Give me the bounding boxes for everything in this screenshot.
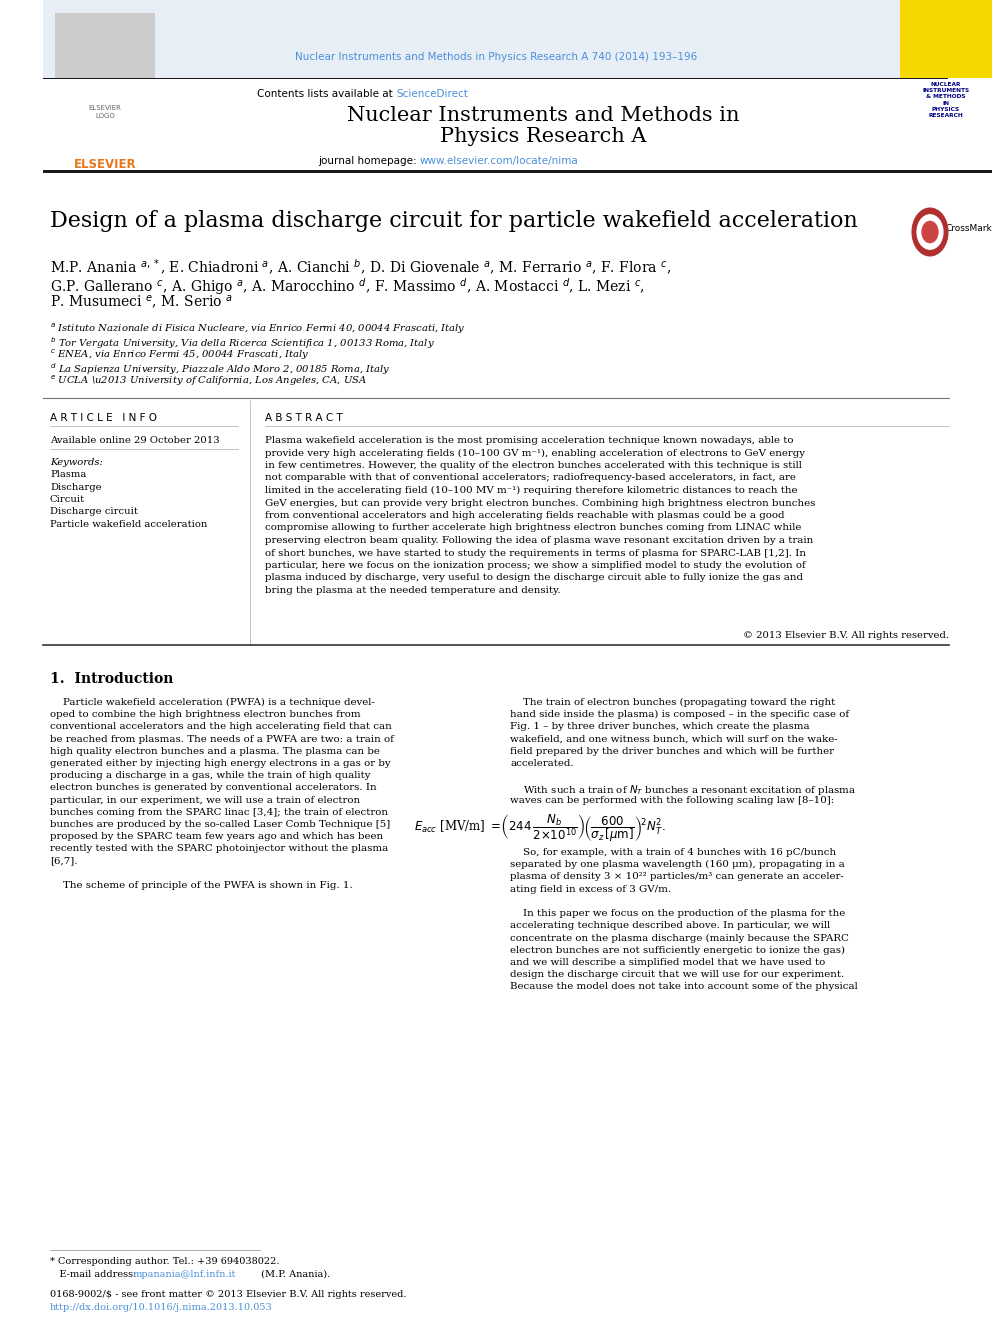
Text: bunches are produced by the so-called Laser Comb Technique [5]: bunches are produced by the so-called La… xyxy=(50,820,390,830)
Text: A B S T R A C T: A B S T R A C T xyxy=(265,413,343,423)
Text: A R T I C L E   I N F O: A R T I C L E I N F O xyxy=(50,413,157,423)
Text: Discharge: Discharge xyxy=(50,483,101,492)
Text: $^{d}$ La Sapienza University, Piazzale Aldo Moro 2, 00185 Roma, Italy: $^{d}$ La Sapienza University, Piazzale … xyxy=(50,361,391,377)
Text: generated either by injecting high energy electrons in a gas or by: generated either by injecting high energ… xyxy=(50,759,391,767)
Text: www.elsevier.com/locate/nima: www.elsevier.com/locate/nima xyxy=(420,156,578,165)
Text: oped to combine the high brightness electron bunches from: oped to combine the high brightness elec… xyxy=(50,710,361,720)
Text: © 2013 Elsevier B.V. All rights reserved.: © 2013 Elsevier B.V. All rights reserved… xyxy=(743,631,949,640)
Text: Nuclear Instruments and Methods in Physics Research A 740 (2014) 193–196: Nuclear Instruments and Methods in Physi… xyxy=(295,52,697,62)
Text: NUCLEAR
INSTRUMENTS
& METHODS
IN
PHYSICS
RESEARCH: NUCLEAR INSTRUMENTS & METHODS IN PHYSICS… xyxy=(923,82,969,118)
Text: Plasma: Plasma xyxy=(50,470,86,479)
Text: bunches coming from the SPARC linac [3,4]; the train of electron: bunches coming from the SPARC linac [3,4… xyxy=(50,808,388,816)
Text: particular, here we focus on the ionization process; we show a simplified model : particular, here we focus on the ionizat… xyxy=(265,561,806,570)
Text: So, for example, with a train of 4 bunches with 16 pC/bunch: So, for example, with a train of 4 bunch… xyxy=(510,848,836,857)
Text: ELSEVIER: ELSEVIER xyxy=(73,157,136,171)
Text: plasma induced by discharge, very useful to design the discharge circuit able to: plasma induced by discharge, very useful… xyxy=(265,573,803,582)
Text: producing a discharge in a gas, while the train of high quality: producing a discharge in a gas, while th… xyxy=(50,771,370,781)
Text: accelerated.: accelerated. xyxy=(510,759,573,767)
Text: high quality electron bunches and a plasma. The plasma can be: high quality electron bunches and a plas… xyxy=(50,746,380,755)
Text: * Corresponding author. Tel.: +39 694038022.: * Corresponding author. Tel.: +39 694038… xyxy=(50,1257,280,1266)
Text: $^{c}$ ENEA, via Enrico Fermi 45, 00044 Frascati, Italy: $^{c}$ ENEA, via Enrico Fermi 45, 00044 … xyxy=(50,348,310,363)
Text: Available online 29 October 2013: Available online 29 October 2013 xyxy=(50,437,219,445)
Text: http://dx.doi.org/10.1016/j.nima.2013.10.053: http://dx.doi.org/10.1016/j.nima.2013.10… xyxy=(50,1303,273,1312)
Text: M.P. Anania $^{a,*}$, E. Chiadroni $^{a}$, A. Cianchi $^{b}$, D. Di Giovenale $^: M.P. Anania $^{a,*}$, E. Chiadroni $^{a}… xyxy=(50,258,672,278)
Text: compromise allowing to further accelerate high brightness electron bunches comin: compromise allowing to further accelerat… xyxy=(265,524,802,532)
Text: concentrate on the plasma discharge (mainly because the SPARC: concentrate on the plasma discharge (mai… xyxy=(510,934,849,942)
Text: recently tested with the SPARC photoinjector without the plasma: recently tested with the SPARC photoinje… xyxy=(50,844,388,853)
Bar xyxy=(43,0,188,78)
Text: Plasma wakefield acceleration is the most promising acceleration technique known: Plasma wakefield acceleration is the mos… xyxy=(265,437,794,445)
Text: particular, in our experiment, we will use a train of electron: particular, in our experiment, we will u… xyxy=(50,795,360,804)
Text: [6,7].: [6,7]. xyxy=(50,856,77,865)
Text: Discharge circuit: Discharge circuit xyxy=(50,508,138,516)
Text: Circuit: Circuit xyxy=(50,495,85,504)
Text: Because the model does not take into account some of the physical: Because the model does not take into acc… xyxy=(510,982,858,991)
Text: GeV energies, but can provide very bright electron bunches. Combining high brigh: GeV energies, but can provide very brigh… xyxy=(265,499,815,508)
Text: P. Musumeci $^{e}$, M. Serio $^{a}$: P. Musumeci $^{e}$, M. Serio $^{a}$ xyxy=(50,294,233,311)
Text: and we will describe a simplified model that we have used to: and we will describe a simplified model … xyxy=(510,958,825,967)
Text: journal homepage:: journal homepage: xyxy=(318,156,420,165)
Text: Contents lists available at: Contents lists available at xyxy=(257,89,396,99)
Text: $^{b}$ Tor Vergata University, Via della Ricerca Scientifica 1, 00133 Roma, Ital: $^{b}$ Tor Vergata University, Via della… xyxy=(50,335,434,351)
Bar xyxy=(55,13,155,78)
Text: Physics Research A: Physics Research A xyxy=(439,127,646,146)
Text: $^{a}$ Istituto Nazionale di Fisica Nucleare, via Enrico Fermi 40, 00044 Frascat: $^{a}$ Istituto Nazionale di Fisica Nucl… xyxy=(50,321,465,336)
Text: separated by one plasma wavelength (160 μm), propagating in a: separated by one plasma wavelength (160 … xyxy=(510,860,845,869)
Bar xyxy=(43,169,992,173)
Text: CrossMark: CrossMark xyxy=(946,224,992,233)
Text: The train of electron bunches (propagating toward the right: The train of electron bunches (propagati… xyxy=(510,699,835,706)
Bar xyxy=(900,0,992,78)
Text: in few centimetres. However, the quality of the electron bunches accelerated wit: in few centimetres. However, the quality… xyxy=(265,460,802,470)
Text: waves can be performed with the following scaling law [8–10]:: waves can be performed with the followin… xyxy=(510,795,834,804)
Text: proposed by the SPARC team few years ago and which has been: proposed by the SPARC team few years ago… xyxy=(50,832,383,841)
Text: G.P. Gallerano $^{c}$, A. Ghigo $^{a}$, A. Marocchino $^{d}$, F. Massimo $^{d}$,: G.P. Gallerano $^{c}$, A. Ghigo $^{a}$, … xyxy=(50,277,645,296)
Text: In this paper we focus on the production of the plasma for the: In this paper we focus on the production… xyxy=(510,909,845,918)
Text: field prepared by the driver bunches and which will be further: field prepared by the driver bunches and… xyxy=(510,746,834,755)
Text: 0168-9002/$ - see front matter © 2013 Elsevier B.V. All rights reserved.: 0168-9002/$ - see front matter © 2013 El… xyxy=(50,1290,407,1299)
Text: accelerating technique described above. In particular, we will: accelerating technique described above. … xyxy=(510,921,830,930)
Text: ating field in excess of 3 GV/m.: ating field in excess of 3 GV/m. xyxy=(510,885,672,893)
Text: Particle wakefield acceleration (PWFA) is a technique devel-: Particle wakefield acceleration (PWFA) i… xyxy=(50,699,375,706)
Text: Nuclear Instruments and Methods in: Nuclear Instruments and Methods in xyxy=(347,106,739,124)
Text: Particle wakefield acceleration: Particle wakefield acceleration xyxy=(50,520,207,529)
Text: $^{e}$ UCLA \u2013 University of California, Los Angeles, CA, USA: $^{e}$ UCLA \u2013 University of Califor… xyxy=(50,374,367,389)
Text: (M.P. Anania).: (M.P. Anania). xyxy=(258,1270,330,1279)
Text: electron bunches is generated by conventional accelerators. In: electron bunches is generated by convent… xyxy=(50,783,377,792)
Text: Fig. 1 – by three driver bunches, which create the plasma: Fig. 1 – by three driver bunches, which … xyxy=(510,722,809,732)
Text: wakefield, and one witness bunch, which will surf on the wake-: wakefield, and one witness bunch, which … xyxy=(510,734,838,744)
Circle shape xyxy=(923,221,938,242)
Text: not comparable with that of conventional accelerators; radiofrequency-based acce: not comparable with that of conventional… xyxy=(265,474,796,483)
Text: design the discharge circuit that we will use for our experiment.: design the discharge circuit that we wil… xyxy=(510,970,844,979)
Text: plasma of density 3 × 10²² particles/m³ can generate an acceler-: plasma of density 3 × 10²² particles/m³ … xyxy=(510,872,844,881)
Text: Design of a plasma discharge circuit for particle wakefield acceleration: Design of a plasma discharge circuit for… xyxy=(50,210,858,232)
Text: ScienceDirect: ScienceDirect xyxy=(396,89,468,99)
Text: conventional accelerators and the high accelerating field that can: conventional accelerators and the high a… xyxy=(50,722,392,732)
Text: The scheme of principle of the PWFA is shown in Fig. 1.: The scheme of principle of the PWFA is s… xyxy=(50,881,353,890)
Circle shape xyxy=(917,214,942,249)
Bar xyxy=(43,75,948,79)
Text: ELSEVIER
LOGO: ELSEVIER LOGO xyxy=(88,106,121,119)
Text: mpanania@lnf.infn.it: mpanania@lnf.infn.it xyxy=(133,1270,236,1279)
Text: limited in the accelerating field (10–100 MV m⁻¹) requiring therefore kilometric: limited in the accelerating field (10–10… xyxy=(265,486,798,495)
Text: electron bunches are not sufficiently energetic to ionize the gas): electron bunches are not sufficiently en… xyxy=(510,946,845,955)
Text: hand side inside the plasma) is composed – in the specific case of: hand side inside the plasma) is composed… xyxy=(510,710,849,720)
Text: With such a train of $N_T$ bunches a resonant excitation of plasma: With such a train of $N_T$ bunches a res… xyxy=(510,783,856,798)
Text: 1.  Introduction: 1. Introduction xyxy=(50,672,174,687)
Text: provide very high accelerating fields (10–100 GV m⁻¹), enabling acceleration of : provide very high accelerating fields (1… xyxy=(265,448,805,458)
Text: Keywords:: Keywords: xyxy=(50,458,103,467)
Circle shape xyxy=(913,208,948,255)
Text: bring the plasma at the needed temperature and density.: bring the plasma at the needed temperatu… xyxy=(265,586,560,595)
Text: preserving electron beam quality. Following the idea of plasma wave resonant exc: preserving electron beam quality. Follow… xyxy=(265,536,813,545)
Text: be reached from plasmas. The needs of a PWFA are two: a train of: be reached from plasmas. The needs of a … xyxy=(50,734,394,744)
Text: of short bunches, we have started to study the requirements in terms of plasma f: of short bunches, we have started to stu… xyxy=(265,549,806,557)
Text: $E_{acc}$ [MV/m] $=\!\left(244\,\dfrac{N_b}{2{\times}10^{10}}\right)\!\left(\dfr: $E_{acc}$ [MV/m] $=\!\left(244\,\dfrac{N… xyxy=(414,812,666,844)
Text: from conventional accelerators and high accelerating fields reachable with plasm: from conventional accelerators and high … xyxy=(265,511,785,520)
Text: E-mail address:: E-mail address: xyxy=(50,1270,140,1279)
Bar xyxy=(188,0,900,78)
